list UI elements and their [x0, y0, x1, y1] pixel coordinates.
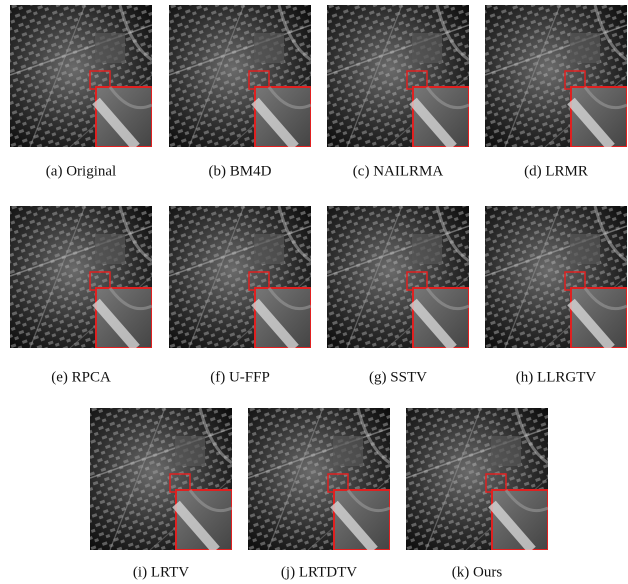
panel-caption: (c) NAILRMA [353, 163, 444, 179]
panel-caption: (i) LRTV [133, 564, 189, 580]
panel-caption: (a) Original [46, 163, 116, 179]
panel-image [406, 408, 548, 550]
panel-image [10, 206, 152, 348]
panel-caption: (j) LRTDTV [281, 564, 357, 580]
panel-caption: (g) SSTV [369, 369, 427, 385]
panel-image [169, 5, 311, 147]
panel-image [169, 206, 311, 348]
panel-caption: (b) BM4D [209, 163, 272, 179]
figure: (a) Original (b) BM4D (c) NAILRMA (d) LRMR (… [0, 0, 628, 584]
panel-image [327, 5, 469, 147]
panel-image [90, 408, 232, 550]
panel-image [485, 5, 627, 147]
panel-image [10, 5, 152, 147]
panel-caption: (h) LLRGTV [516, 369, 597, 385]
panel-image [327, 206, 469, 348]
panel-image [485, 206, 627, 348]
panel-caption: (k) Ours [452, 564, 503, 580]
panel-image [248, 408, 390, 550]
panel-caption: (d) LRMR [524, 163, 588, 179]
panel-caption: (e) RPCA [51, 369, 111, 385]
panel-caption: (f) U-FFP [210, 369, 270, 385]
